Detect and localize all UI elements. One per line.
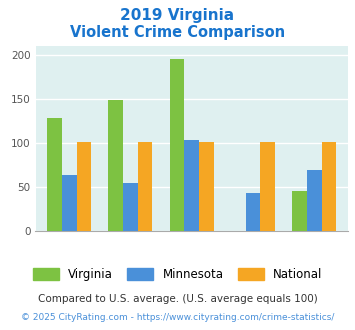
Bar	[47, 118, 62, 231]
Bar	[292, 190, 307, 231]
Text: 2019 Virginia: 2019 Virginia	[120, 8, 235, 23]
Bar	[246, 193, 260, 231]
Bar	[199, 142, 214, 231]
Bar	[108, 100, 123, 231]
Text: Compared to U.S. average. (U.S. average equals 100): Compared to U.S. average. (U.S. average …	[38, 294, 317, 304]
Bar	[170, 58, 184, 231]
Bar	[138, 142, 153, 231]
Bar	[62, 175, 77, 231]
Bar	[184, 140, 199, 231]
Text: Violent Crime Comparison: Violent Crime Comparison	[70, 25, 285, 40]
Bar	[322, 142, 336, 231]
Bar	[260, 142, 275, 231]
Legend: Virginia, Minnesota, National: Virginia, Minnesota, National	[28, 263, 327, 286]
Bar	[77, 142, 91, 231]
Bar	[307, 170, 322, 231]
Text: © 2025 CityRating.com - https://www.cityrating.com/crime-statistics/: © 2025 CityRating.com - https://www.city…	[21, 314, 334, 322]
Bar	[123, 182, 138, 231]
